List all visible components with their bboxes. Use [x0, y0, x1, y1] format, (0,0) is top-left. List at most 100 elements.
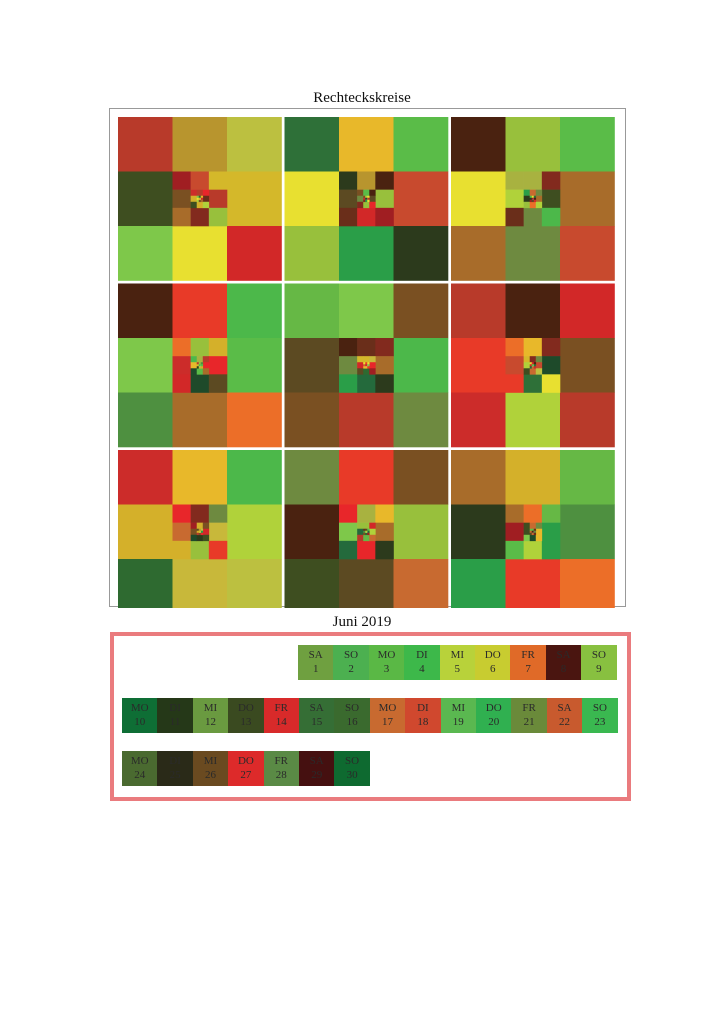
art-square: [208, 338, 228, 357]
art-square: [451, 450, 506, 505]
art-square: [363, 368, 370, 375]
art-square: [357, 195, 364, 203]
date: 24: [134, 769, 146, 781]
art-square: [196, 534, 204, 542]
art-square: [200, 366, 204, 369]
art-square: [363, 362, 366, 365]
art-square: [198, 530, 201, 533]
art-square: [531, 532, 535, 536]
art-square: [118, 338, 173, 393]
art-square: [208, 522, 228, 542]
art-square: [367, 528, 370, 532]
art-square: [533, 197, 537, 201]
art-square: [505, 374, 524, 393]
art-square: [365, 195, 368, 199]
weekday: DI: [169, 755, 181, 767]
art-square: [190, 356, 198, 363]
art-square: [535, 522, 543, 530]
date: 18: [417, 716, 429, 728]
art-square: [208, 504, 228, 523]
art-square: [365, 362, 368, 365]
art-square: [393, 559, 449, 608]
art-square: [172, 504, 191, 523]
art-square: [357, 522, 364, 530]
art-square: [369, 189, 376, 197]
art-square: [369, 522, 376, 530]
art-square: [505, 117, 561, 172]
date: 11: [169, 716, 181, 728]
art-square: [523, 189, 531, 197]
artwork-title: Rechteckskreise: [313, 90, 411, 106]
art-square: [196, 356, 204, 363]
art-square: [367, 364, 370, 367]
calendar-day: FR 21: [511, 698, 547, 733]
art-square: [196, 197, 200, 201]
art-square: [198, 199, 202, 203]
art-square: [190, 171, 210, 190]
art-square: [202, 201, 210, 209]
art-square: [393, 283, 449, 339]
art-square: [190, 195, 198, 203]
weekday: DI: [416, 649, 428, 661]
art-square: [535, 534, 543, 542]
art-square: [172, 189, 191, 209]
art-square: [529, 368, 537, 375]
calendar-day: FR 14: [263, 698, 299, 733]
art-square: [560, 117, 615, 172]
calendar-day: MI 19: [440, 698, 476, 733]
date: 22: [558, 716, 570, 728]
art-square: [190, 201, 198, 209]
art-square: [208, 207, 228, 227]
art-square: [375, 338, 394, 357]
weekday: MI: [203, 702, 218, 714]
art-square: [363, 364, 366, 367]
art-square: [505, 392, 561, 448]
art-square: [118, 504, 173, 560]
date: 27: [240, 769, 252, 781]
art-square: [531, 362, 535, 365]
art-square: [190, 207, 210, 227]
art-square: [505, 522, 524, 542]
art-square: [363, 366, 366, 369]
art-square: [198, 197, 201, 200]
artwork: [109, 108, 626, 608]
art-square: [202, 368, 210, 375]
art-square: [227, 450, 282, 505]
art-square: [208, 374, 228, 393]
art-square: [529, 364, 533, 367]
weekday: DO: [484, 649, 501, 661]
art-square: [196, 366, 200, 369]
art-square: [505, 189, 524, 209]
art-square: [190, 189, 198, 197]
art-square: [196, 530, 200, 534]
art-square: [118, 392, 173, 448]
art-square: [198, 364, 201, 367]
art-square: [529, 528, 533, 532]
calendar-day: MI 26: [192, 751, 229, 786]
date: 29: [311, 769, 323, 781]
art-square: [284, 559, 340, 608]
art-square: [172, 374, 191, 393]
art-square: [541, 338, 561, 357]
art-square: [560, 338, 615, 393]
art-square: [541, 356, 561, 375]
calendar-day: MO 17: [369, 698, 406, 733]
art-square: [531, 195, 535, 199]
art-square: [393, 117, 449, 172]
art-square: [227, 504, 282, 560]
art-square: [393, 450, 449, 505]
art-square: [531, 197, 534, 200]
weekday: SO: [345, 702, 360, 714]
art-square: [196, 195, 200, 199]
art-square: [172, 207, 191, 227]
art-square: [529, 356, 537, 363]
art-square: [375, 374, 394, 393]
art-square: [369, 195, 376, 203]
art-square: [339, 522, 358, 542]
art-square: [393, 338, 449, 393]
art-square: [339, 283, 394, 339]
art-square: [357, 534, 364, 542]
art-square: [172, 450, 228, 505]
calendar-day: DO 27: [228, 751, 264, 786]
art-square: [357, 201, 364, 209]
